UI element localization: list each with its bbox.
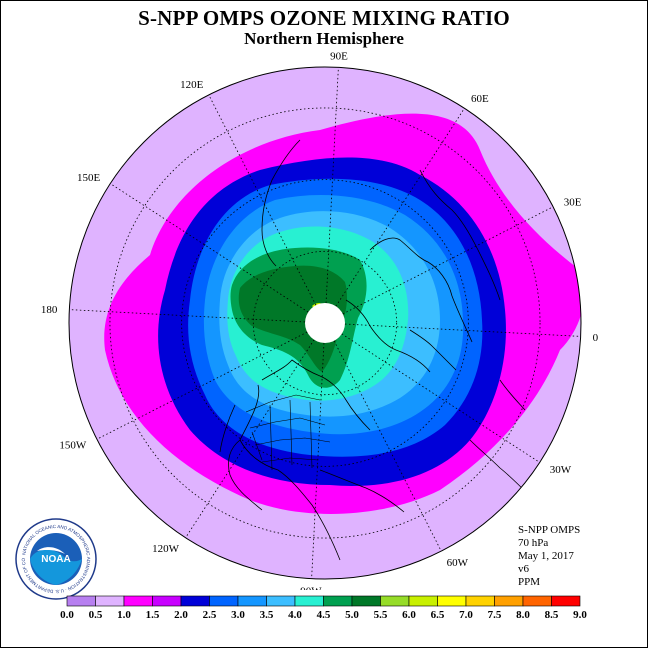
longitude-label: 60W (447, 557, 469, 569)
colorbar-swatch (209, 595, 239, 607)
colorbar-label: 0.5 (89, 609, 103, 621)
colorbar-swatch (237, 595, 267, 607)
noaa-logo: NOAA NATIONAL OCEANIC AND ATMOSPHERIC AD… (13, 514, 97, 600)
colorbar-label: 9.0 (573, 609, 587, 621)
info-level: 70 hPa (518, 537, 549, 549)
meridian-line (96, 331, 308, 440)
longitude-label: 0 (593, 332, 599, 344)
pole-no-data (305, 303, 345, 343)
contour-green-dark (238, 265, 348, 372)
meridian-line (341, 333, 540, 463)
longitude-labels: 90E 60E 30E 0 30W 60W 90W 120W 150W 180 150E 120E (41, 50, 599, 590)
colorbar-swatch (408, 595, 438, 607)
colorbar-label: 0.0 (60, 609, 74, 621)
colorbar-swatch (551, 595, 581, 607)
colorbar-label: 3.0 (231, 609, 245, 621)
colorbar-swatch (294, 595, 324, 607)
meridian-line (69, 309, 306, 323)
colorbar-swatch (95, 595, 125, 607)
graticule (69, 67, 581, 579)
globe-outline (68, 66, 582, 580)
meridian-line (342, 206, 554, 315)
colorbar-swatch (180, 595, 210, 607)
colorbar-label: 8.5 (545, 609, 559, 621)
colorbar-label: 3.5 (260, 609, 274, 621)
colorbar-label: 4.0 (288, 609, 302, 621)
meridian-line (344, 323, 581, 337)
longitude-label: 90W (300, 586, 322, 590)
info-version: v6 (518, 563, 529, 575)
colorbar-label: 7.0 (459, 609, 473, 621)
colorbar-swatch (437, 595, 467, 607)
map-subtitle: Northern Hemisphere (244, 29, 404, 48)
polar-map: 90E 60E 30E 0 30W 60W 90W 120W 150W 180 150E 120E (41, 50, 599, 590)
political-borders (245, 394, 331, 471)
longitude-label: 90E (330, 50, 348, 62)
colorbar-label: 8.0 (516, 609, 530, 621)
noaa-emblem: NOAA NATIONAL OCEANIC AND ATMOSPHERIC AD… (13, 514, 97, 600)
latitude-circle (109, 107, 541, 539)
colorbar-swatch (522, 595, 552, 607)
longitude-label: 150W (59, 440, 87, 452)
colorbar-label: 6.5 (431, 609, 445, 621)
meridian-line (311, 342, 325, 579)
latitude-circle (252, 250, 398, 396)
meridian-line (335, 108, 465, 307)
colorbar-swatch (380, 595, 410, 607)
colorbar-swatch (465, 595, 495, 607)
meridian-line (185, 339, 315, 538)
info-instrument: S-NPP OMPS (518, 524, 581, 536)
colorbar-swatch (123, 595, 153, 607)
longitude-label: 180 (41, 304, 58, 316)
colorbar-swatch (152, 595, 182, 607)
colorbar-label: 1.0 (117, 609, 131, 621)
info-block: S-NPP OMPS 70 hPa May 1, 2017 v6 PPM (518, 524, 580, 589)
longitude-label: 30W (550, 464, 572, 476)
longitude-label: 60E (471, 93, 489, 105)
meridian-line (333, 340, 442, 552)
logo-text: NOAA (41, 554, 70, 565)
meridian-line (110, 183, 309, 313)
coastlines (219, 139, 531, 561)
longitude-label: 120E (180, 79, 204, 91)
meridian-line (325, 67, 339, 304)
colorbar-swatch (266, 595, 296, 607)
map-title: S-NPP OMPS OZONE MIXING RATIO (138, 6, 510, 30)
ozone-field (69, 67, 581, 579)
longitude-label: 150E (77, 172, 101, 184)
meridian-line (208, 94, 317, 306)
colorbar-label: 4.5 (317, 609, 331, 621)
colorbar-label: 7.5 (488, 609, 502, 621)
colorbar-swatch (66, 595, 96, 607)
colorbar-label: 5.5 (374, 609, 388, 621)
colorbar: 0.0 0.5 1.0 1.5 2.0 2.5 3.0 3.5 4.0 4.5 5.0 5.5 6.0 6… (60, 595, 587, 621)
longitude-label: 120W (152, 543, 180, 555)
longitude-label: 30E (564, 196, 582, 208)
colorbar-label: 2.5 (203, 609, 217, 621)
colorbar-label: 1.5 (146, 609, 160, 621)
info-units: PPM (518, 576, 541, 588)
colorbar-label: 6.0 (402, 609, 416, 621)
colorbar-swatch (351, 595, 381, 607)
latitude-circle (181, 179, 469, 467)
colorbar-swatch (494, 595, 524, 607)
colorbar-swatch (323, 595, 353, 607)
colorbar-label: 5.0 (345, 609, 359, 621)
info-date: May 1, 2017 (518, 550, 574, 562)
colorbar-label: 2.0 (174, 609, 188, 621)
